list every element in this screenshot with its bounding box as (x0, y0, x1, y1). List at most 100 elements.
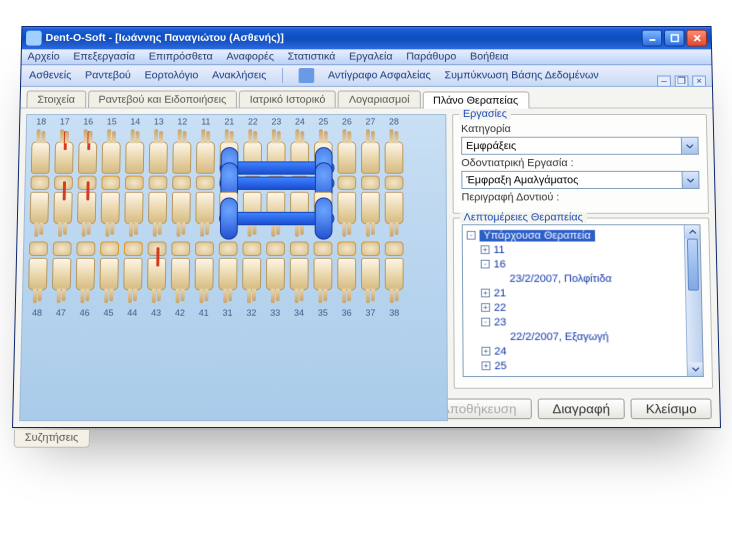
scroll-up-icon[interactable] (685, 225, 700, 238)
tooth-crown-11[interactable] (195, 192, 214, 224)
tooth-crown-28[interactable] (385, 192, 404, 224)
tooth-crown-12[interactable] (172, 192, 191, 224)
mdi-close[interactable]: × (692, 76, 706, 87)
tooth-crown-11[interactable] (196, 141, 215, 173)
minimize-button[interactable] (642, 30, 663, 47)
tooth-crown-28[interactable] (385, 141, 404, 173)
menu-1[interactable]: Επεξεργασία (73, 51, 135, 62)
menu-6[interactable]: Παράθυρο (406, 51, 456, 62)
tooth-crown-14[interactable] (125, 141, 144, 173)
tooth-occlusal-12[interactable] (172, 176, 191, 190)
tooth-crown-46[interactable] (76, 258, 95, 291)
toolbar-item-0[interactable]: Ασθενείς (29, 70, 72, 81)
category-input[interactable] (462, 138, 681, 154)
tooth-crown-34[interactable] (290, 258, 309, 291)
tab-2[interactable]: Ιατρικό Ιστορικό (239, 91, 336, 108)
tooth-crown-15[interactable] (102, 141, 121, 173)
tooth-occlusal-31[interactable] (219, 242, 238, 256)
tooth-crown-35[interactable] (313, 258, 332, 291)
tooth-occlusal-38[interactable] (385, 242, 404, 256)
tooth-occlusal-42[interactable] (171, 242, 190, 256)
tooth-crown-42[interactable] (171, 258, 190, 291)
tooth-crown-27[interactable] (361, 141, 380, 173)
tab-3[interactable]: Λογαριασμοί (338, 91, 420, 108)
tooth-crown-45[interactable] (99, 258, 118, 291)
tooth-crown-18[interactable] (30, 192, 49, 224)
tooth-crown-18[interactable] (31, 141, 50, 173)
scroll-thumb[interactable] (687, 239, 699, 291)
tooth-crown-44[interactable] (123, 258, 142, 291)
compact-db-label[interactable]: Συμπύκνωση Βάσης Δεδομένων (444, 70, 598, 81)
tooth-occlusal-37[interactable] (361, 242, 380, 256)
tree-node[interactable]: 25 (494, 360, 506, 372)
tooth-crown-13[interactable] (149, 141, 168, 173)
tooth-crown-31[interactable] (218, 258, 237, 291)
toolbar-item-1[interactable]: Ραντεβού (85, 70, 131, 81)
tooth-crown-32[interactable] (242, 258, 261, 291)
tooth-occlusal-18[interactable] (30, 176, 49, 190)
tooth-crown-27[interactable] (361, 192, 380, 224)
work-combo[interactable] (461, 171, 699, 189)
tree-node[interactable]: 23 (494, 316, 506, 328)
close-button[interactable] (686, 30, 707, 47)
tree-root[interactable]: Υπάρχουσα Θεραπεία (479, 230, 594, 242)
tooth-occlusal-15[interactable] (101, 176, 120, 190)
treatment-tree[interactable]: -Υπάρχουσα Θεραπεία+11-1623/2/2007, Πολφ… (462, 224, 704, 377)
mdi-restore[interactable]: ❐ (675, 76, 689, 87)
chevron-down-icon[interactable] (682, 172, 699, 188)
toolbar-item-2[interactable]: Εορτολόγιο (144, 70, 198, 81)
tooth-occlusal-13[interactable] (148, 176, 167, 190)
menu-3[interactable]: Αναφορές (226, 51, 274, 62)
tooth-crown-15[interactable] (101, 192, 120, 224)
tab-0[interactable]: Στοιχεία (26, 91, 86, 108)
maximize-button[interactable] (664, 30, 685, 47)
tooth-occlusal-34[interactable] (290, 242, 309, 256)
tree-node[interactable]: 22/2/2007, Εξαγωγή (510, 331, 609, 343)
tooth-crown-37[interactable] (361, 258, 380, 291)
tooth-occlusal-28[interactable] (385, 176, 404, 190)
tooth-occlusal-14[interactable] (125, 176, 144, 190)
mdi-minimize[interactable]: – (657, 76, 671, 87)
tree-node[interactable]: 24 (494, 345, 506, 357)
tooth-occlusal-45[interactable] (100, 242, 119, 256)
tooth-crown-43[interactable] (147, 258, 166, 291)
teeth-chart[interactable]: 1817161514131211212223242526272848474645… (19, 114, 448, 421)
tooth-crown-17[interactable] (53, 192, 72, 224)
backup-label[interactable]: Αντίγραφο Ασφαλείας (328, 70, 431, 81)
tooth-crown-12[interactable] (172, 141, 191, 173)
tooth-occlusal-48[interactable] (29, 242, 48, 256)
close-button[interactable]: Κλείσιμο (631, 399, 712, 420)
tooth-crown-26[interactable] (337, 141, 356, 173)
bridge[interactable] (220, 178, 333, 189)
tree-node[interactable]: 23/2/2007, Πολφίτιδα (510, 273, 612, 285)
tree-node[interactable]: 22 (494, 302, 506, 314)
tooth-crown-38[interactable] (385, 258, 404, 291)
bridge[interactable] (220, 213, 333, 224)
tooth-occlusal-26[interactable] (337, 176, 356, 190)
tooth-crown-14[interactable] (124, 192, 143, 224)
work-input[interactable] (462, 172, 682, 188)
category-combo[interactable] (461, 137, 699, 155)
tooth-crown-16[interactable] (78, 141, 97, 173)
tree-node[interactable]: 11 (493, 244, 504, 256)
tooth-occlusal-36[interactable] (337, 242, 356, 256)
tooth-crown-47[interactable] (52, 258, 71, 291)
tooth-crown-13[interactable] (148, 192, 167, 224)
tooth-occlusal-32[interactable] (242, 242, 261, 256)
tooth-crown-16[interactable] (77, 192, 96, 224)
tab-4[interactable]: Πλάνο Θεραπείας (422, 92, 529, 109)
menu-2[interactable]: Επιπρόσθετα (149, 51, 213, 62)
tooth-occlusal-41[interactable] (195, 242, 214, 256)
tree-node[interactable]: 16 (494, 258, 506, 270)
tooth-crown-36[interactable] (337, 258, 356, 291)
tab-1[interactable]: Ραντεβού και Ειδοποιήσεις (88, 91, 238, 108)
delete-button[interactable]: Διαγραφή (537, 399, 625, 420)
tooth-occlusal-33[interactable] (266, 242, 285, 256)
tooth-occlusal-46[interactable] (76, 242, 95, 256)
tooth-crown-41[interactable] (195, 258, 214, 291)
tree-node[interactable]: 21 (494, 287, 506, 299)
tree-node[interactable]: 26 (495, 375, 507, 376)
menu-7[interactable]: Βοήθεια (470, 51, 509, 62)
chevron-down-icon[interactable] (681, 138, 698, 154)
tooth-crown-33[interactable] (266, 258, 285, 291)
